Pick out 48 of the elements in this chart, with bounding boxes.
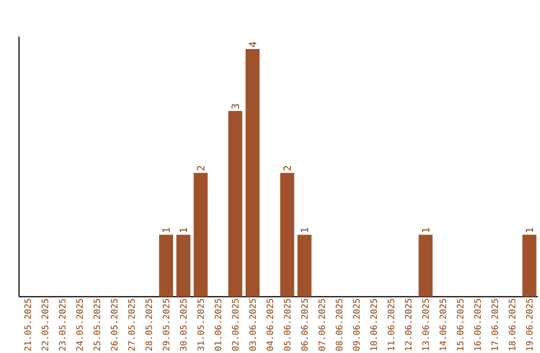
bar <box>194 173 208 297</box>
data-label: 1 <box>526 228 534 232</box>
x-tick-label: 17.06.2025 <box>491 299 498 350</box>
bar <box>280 173 294 297</box>
data-label: 4 <box>248 42 256 48</box>
data-label: 2 <box>196 166 204 171</box>
data-label: 2 <box>283 166 291 171</box>
x-tick-label: 11.06.2025 <box>388 299 394 350</box>
x-tick-label: 21.05.2025 <box>24 299 32 351</box>
x-tick-label: 19.06.2025 <box>526 299 533 350</box>
x-tick-label: 12.06.2025 <box>404 299 412 350</box>
x-tick-label: 25.05.2025 <box>94 299 100 351</box>
data-label: 1 <box>300 228 308 232</box>
x-tick-label: 16.06.2025 <box>474 299 481 350</box>
x-tick-label: 15.06.2025 <box>456 299 464 350</box>
bar <box>297 234 312 297</box>
x-tick-label: 29.05.2025 <box>162 299 170 351</box>
x-tick-label: 24.05.2025 <box>76 299 83 351</box>
bar <box>176 234 190 297</box>
x-tick-label: 18.06.2025 <box>508 299 516 350</box>
data-label: 1 <box>180 228 188 232</box>
bar <box>522 234 536 297</box>
bar <box>246 49 260 297</box>
x-tick-label: 13.06.2025 <box>422 299 429 350</box>
x-tick-label: 01.06.2025 <box>214 299 222 351</box>
x-tick-label: 27.05.2025 <box>128 299 135 351</box>
bar <box>159 234 174 297</box>
x-tick-label: 10.06.2025 <box>370 299 378 350</box>
x-tick-label: 05.06.2025 <box>284 299 291 351</box>
data-label: 1 <box>162 228 170 232</box>
x-tick-label: 02.06.2025 <box>232 299 239 351</box>
x-tick-label: 26.05.2025 <box>110 299 118 351</box>
x-tick-label: 22.05.2025 <box>42 299 48 351</box>
bar <box>228 111 242 297</box>
x-tick-label: 06.06.2025 <box>301 299 308 351</box>
x-tick-label: 14.06.2025 <box>440 299 446 350</box>
x-tick-label: 31.05.2025 <box>197 299 204 351</box>
bar <box>418 234 433 297</box>
x-tick-label: 23.05.2025 <box>58 299 66 351</box>
x-tick-label: 03.06.2025 <box>249 299 256 351</box>
x-tick-label: 07.06.2025 <box>318 299 326 351</box>
data-label: 1 <box>422 228 430 232</box>
x-tick-label: 28.05.2025 <box>145 299 152 351</box>
data-label: 3 <box>231 104 240 109</box>
x-tick-label: 30.05.2025 <box>180 299 187 351</box>
x-tick-label: 08.06.2025 <box>336 299 342 351</box>
x-tick-label: 04.06.2025 <box>266 299 274 351</box>
x-tick-label: 09.06.2025 <box>353 299 360 351</box>
